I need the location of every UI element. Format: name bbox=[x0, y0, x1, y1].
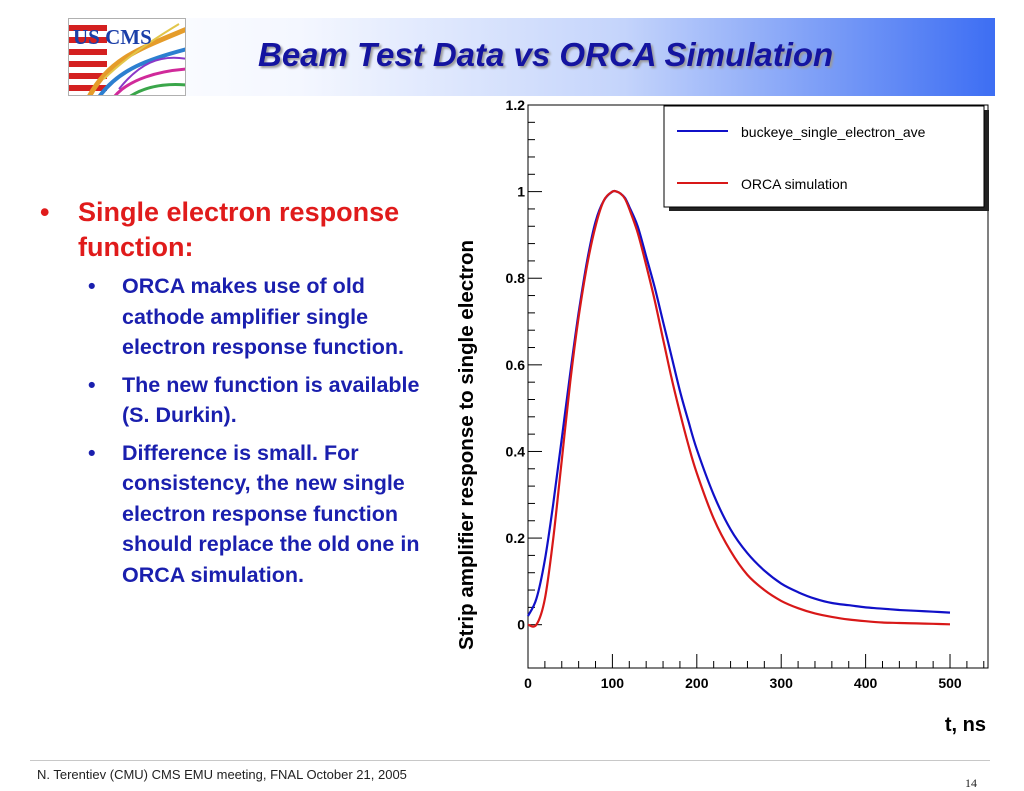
series-layer bbox=[527, 189, 951, 628]
page-number: 14 bbox=[965, 776, 977, 790]
sub-bullet-item: • ORCA makes use of old cathode amplifie… bbox=[88, 271, 435, 363]
y-tick-label: 0 bbox=[517, 617, 525, 633]
main-bullet: • Single electron response function: bbox=[40, 195, 435, 265]
bullet-marker: • bbox=[40, 197, 50, 227]
x-tick-label: 500 bbox=[938, 675, 962, 691]
y-tick-label: 0.6 bbox=[506, 357, 526, 373]
y-tick-label: 1.2 bbox=[506, 97, 526, 113]
bullet-marker: • bbox=[88, 274, 96, 298]
x-tick-label: 300 bbox=[770, 675, 794, 691]
y-tick-label: 0.8 bbox=[506, 270, 526, 286]
legend-label-orca: ORCA simulation bbox=[741, 176, 848, 192]
y-tick-label: 1 bbox=[517, 184, 525, 200]
logo-lettering: US CMS bbox=[73, 25, 152, 49]
x-tick-label: 100 bbox=[601, 675, 625, 691]
series-line-orca bbox=[527, 189, 951, 628]
legend-box bbox=[663, 105, 985, 208]
sub-bullet-item: • Difference is small. For consistency, … bbox=[88, 438, 435, 591]
sub-bullet-list: • ORCA makes use of old cathode amplifie… bbox=[88, 271, 435, 590]
main-bullet-text: Single electron response function: bbox=[78, 197, 400, 262]
axis-ticks bbox=[527, 104, 985, 668]
x-tick-label: 0 bbox=[524, 675, 532, 691]
x-axis-label: t, ns bbox=[945, 714, 986, 736]
sub-bullet-text: ORCA makes use of old cathode amplifier … bbox=[122, 274, 404, 359]
x-tick-label: 200 bbox=[685, 675, 709, 691]
y-tick-label: 0.4 bbox=[506, 443, 526, 459]
slide-footer: N. Terentiev (CMU) CMS EMU meeting, FNAL… bbox=[0, 752, 1024, 791]
sub-bullet-text: The new function is available (S. Durkin… bbox=[122, 372, 420, 428]
slide-title: Beam Test Data vs ORCA Simulation bbox=[258, 36, 834, 73]
us-cms-logo-graphic: US CMS bbox=[69, 19, 185, 95]
bullet-list: • Single electron response function: • O… bbox=[40, 195, 435, 597]
chart-legend: buckeye_single_electron_ave ORCA simulat… bbox=[663, 105, 989, 211]
x-tick-label: 400 bbox=[854, 675, 878, 691]
response-chart: 0 0.2 0.4 0.6 0.8 1 1.2 0 100 200 300 400 500 buckey… bbox=[455, 97, 989, 736]
sub-bullet-item: • The new function is available (S. Durk… bbox=[88, 370, 435, 431]
bullet-marker: • bbox=[88, 440, 96, 465]
tick-labels: 0 0.2 0.4 0.6 0.8 1 1.2 0 100 200 300 400 500 bbox=[506, 97, 962, 691]
title-banner bbox=[68, 18, 995, 96]
footer-divider bbox=[30, 760, 990, 761]
us-cms-logo: US CMS bbox=[68, 18, 186, 96]
footer-text: N. Terentiev (CMU) CMS EMU meeting, FNAL… bbox=[37, 767, 407, 782]
sub-bullet-text: Difference is small. For consistency, th… bbox=[122, 440, 420, 587]
legend-label-buckeye: buckeye_single_electron_ave bbox=[741, 124, 926, 140]
bullet-marker: • bbox=[88, 372, 96, 397]
y-tick-label: 0.2 bbox=[506, 530, 526, 546]
y-axis-label: Strip amplifier response to single elect… bbox=[455, 240, 478, 650]
